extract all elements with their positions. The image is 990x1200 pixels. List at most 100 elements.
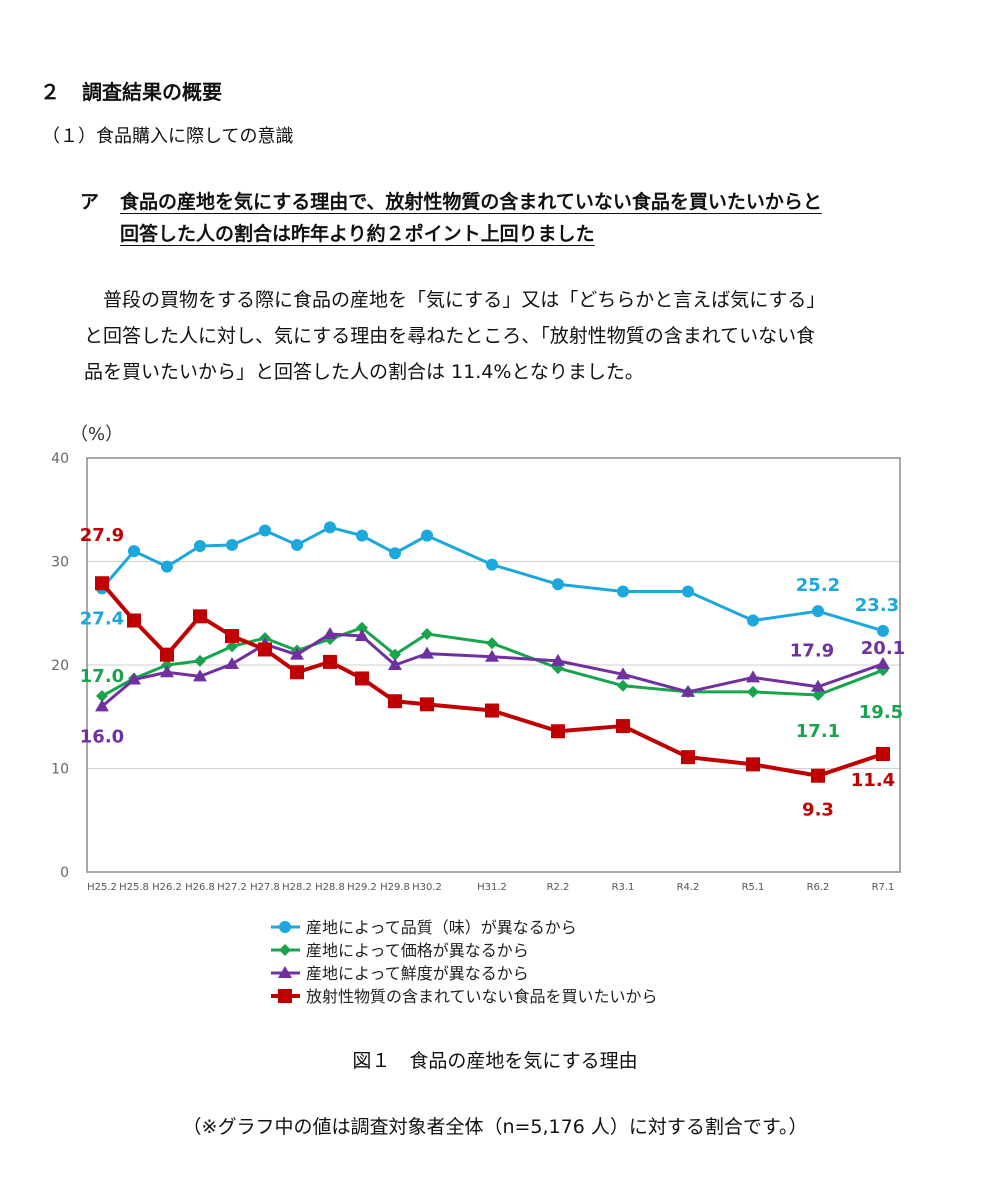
legend-item: 産地によって鮮度が異なるから bbox=[271, 964, 529, 983]
data-point bbox=[225, 629, 239, 644]
data-point bbox=[290, 665, 304, 680]
data-label: 23.3 bbox=[855, 595, 899, 616]
data-point bbox=[420, 697, 434, 712]
data-label: 11.4 bbox=[851, 770, 895, 791]
data-point bbox=[421, 529, 433, 542]
legend-label: 産地によって品質（味）が異なるから bbox=[306, 918, 577, 937]
data-point bbox=[876, 656, 890, 669]
data-point bbox=[96, 690, 108, 703]
legend-label: 産地によって鮮度が異なるから bbox=[306, 964, 529, 983]
data-point bbox=[225, 656, 239, 669]
x-tick-label: H25.2 bbox=[87, 882, 117, 893]
paragraph-line-1: 普段の買物をする際に食品の産地を「気にする」又は「どちらかと言えば気にする」 bbox=[103, 289, 826, 311]
legend-item: 産地によって価格が異なるから bbox=[271, 941, 529, 960]
data-point bbox=[259, 524, 271, 537]
series-layer bbox=[95, 521, 890, 783]
x-tick-label: H28.8 bbox=[315, 882, 345, 893]
data-point bbox=[194, 654, 206, 667]
data-point bbox=[551, 724, 565, 739]
data-point bbox=[746, 670, 760, 683]
data-point bbox=[485, 649, 499, 662]
y-axis-label: （%） bbox=[70, 424, 123, 445]
series-2 bbox=[96, 621, 889, 703]
data-point bbox=[486, 637, 498, 650]
data-point bbox=[128, 545, 140, 558]
data-point bbox=[194, 539, 206, 552]
series-1 bbox=[96, 521, 889, 637]
data-point bbox=[681, 750, 695, 765]
series-line bbox=[101, 632, 884, 708]
data-point bbox=[876, 747, 890, 762]
data-label: 27.9 bbox=[80, 525, 124, 546]
grid-lines bbox=[87, 561, 900, 769]
data-point bbox=[323, 626, 337, 639]
data-point bbox=[552, 662, 564, 675]
data-label: 17.0 bbox=[80, 666, 124, 687]
data-point bbox=[290, 647, 304, 660]
data-point bbox=[388, 658, 402, 670]
x-tick-label: H25.8 bbox=[119, 882, 149, 893]
data-point bbox=[811, 679, 825, 692]
data-point bbox=[161, 560, 173, 573]
y-tick-label: 0 bbox=[60, 865, 69, 881]
data-point bbox=[811, 768, 825, 783]
data-point bbox=[355, 629, 369, 642]
data-point bbox=[747, 614, 759, 627]
subsection-title: （１）食品購入に際しての意識 bbox=[42, 126, 294, 147]
data-label: 20.1 bbox=[861, 638, 905, 659]
legend-label: 放射性物質の含まれていない食品を買いたいから bbox=[306, 987, 658, 1006]
y-tick-label: 10 bbox=[51, 762, 69, 778]
x-tick-label: R6.2 bbox=[807, 882, 830, 893]
data-point bbox=[681, 684, 695, 697]
figure-note: （※グラフ中の値は調査対象者全体（n=5,176 人）に対する割合です。） bbox=[182, 1116, 808, 1138]
data-point bbox=[486, 558, 498, 571]
series-4 bbox=[95, 576, 890, 783]
data-label: 19.5 bbox=[859, 702, 903, 723]
data-point bbox=[226, 538, 238, 551]
item-marker: ア bbox=[80, 191, 100, 213]
section-heading: ２ 調査結果の概要 bbox=[40, 76, 222, 105]
item-text: 食品の産地を気にする理由で、放射性物質の含まれていない食品を買いたいからと 回答… bbox=[120, 186, 940, 250]
section-title: 調査結果の概要 bbox=[82, 80, 222, 104]
series-3 bbox=[95, 626, 890, 712]
data-point bbox=[812, 605, 824, 618]
data-point bbox=[258, 642, 272, 657]
x-tick-label: R2.2 bbox=[547, 882, 570, 893]
series-line bbox=[100, 525, 884, 633]
x-tick-label: R4.2 bbox=[677, 882, 700, 893]
data-point bbox=[421, 627, 433, 640]
x-tick-label: H27.8 bbox=[250, 882, 280, 893]
data-point bbox=[877, 664, 889, 677]
data-point bbox=[127, 672, 141, 685]
data-point bbox=[877, 624, 889, 637]
paragraph-line-2: と回答した人に対し、気にする理由を尋ねたところ、「放射性物質の含まれていない食 bbox=[84, 325, 816, 347]
data-label: 27.4 bbox=[80, 608, 124, 629]
data-point bbox=[356, 529, 368, 542]
x-tick-label: H26.8 bbox=[185, 882, 215, 893]
legend-marker bbox=[278, 966, 292, 978]
body-paragraph: 普段の買物をする際に食品の産地を「気にする」又は「どちらかと言えば気にする」 と… bbox=[84, 282, 954, 390]
series-line bbox=[101, 626, 884, 698]
data-point bbox=[389, 648, 401, 661]
data-point bbox=[812, 689, 824, 702]
legend-marker bbox=[279, 921, 291, 933]
data-label: 17.9 bbox=[790, 641, 834, 662]
x-tick-label: H27.2 bbox=[217, 882, 247, 893]
data-point bbox=[193, 609, 207, 624]
x-tick-label: R5.1 bbox=[742, 882, 765, 893]
figure-caption: 図１ 食品の産地を気にする理由 bbox=[352, 1050, 638, 1072]
plot-area bbox=[86, 457, 901, 873]
data-point bbox=[616, 719, 630, 734]
data-point bbox=[746, 757, 760, 772]
data-point bbox=[356, 621, 368, 634]
data-point bbox=[160, 665, 174, 678]
data-point bbox=[323, 654, 337, 669]
legend: 産地によって品質（味）が異なるから産地によって価格が異なるから産地によって鮮度が… bbox=[271, 918, 658, 1006]
data-point bbox=[226, 640, 238, 653]
x-tick-label: H26.2 bbox=[152, 882, 182, 893]
data-point bbox=[617, 585, 629, 598]
data-point bbox=[552, 578, 564, 591]
data-point bbox=[617, 679, 629, 692]
item-heading-line-1: 食品の産地を気にする理由で、放射性物質の含まれていない食品を買いたいからと bbox=[120, 191, 822, 213]
